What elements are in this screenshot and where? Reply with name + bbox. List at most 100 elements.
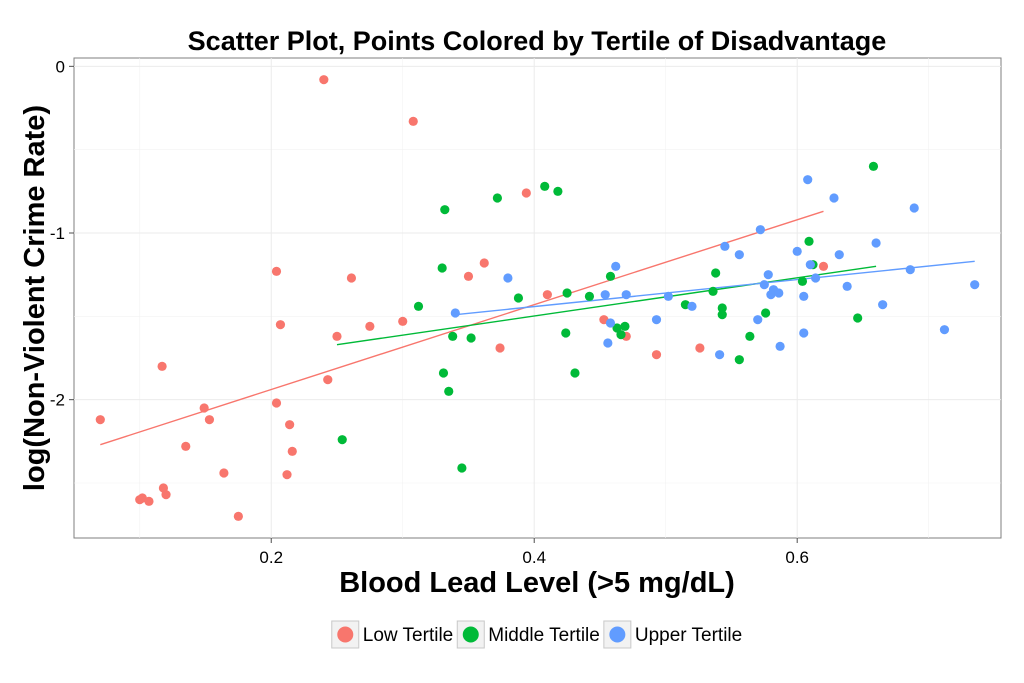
- low-tertile-point: [157, 361, 167, 371]
- legend-label-low-tertile: Low Tertile: [363, 625, 453, 646]
- low-tertile-point: [479, 258, 489, 268]
- x-axis-title: Blood Lead Level (>5 mg/dL): [339, 567, 735, 599]
- middle-tertile-point: [797, 276, 808, 286]
- low-tertile-point: [323, 375, 333, 385]
- middle-tertile-point: [553, 186, 563, 196]
- low-tertile-point: [271, 398, 282, 408]
- low-tertile-point: [818, 261, 829, 271]
- upper-tertile-point: [763, 270, 773, 280]
- middle-tertile-point: [337, 435, 347, 445]
- legend-dot-upper-tertile: [609, 626, 626, 643]
- upper-tertile-point: [775, 341, 785, 351]
- upper-tertile-point: [450, 308, 460, 318]
- middle-tertile-point: [711, 268, 721, 278]
- y-tick-label: -2: [50, 391, 65, 410]
- low-tertile-point: [495, 343, 505, 353]
- upper-tertile-point: [715, 350, 725, 360]
- upper-tertile-point: [759, 280, 769, 290]
- y-axis-title: log(Non-Violent Crime Rate): [19, 105, 51, 491]
- middle-tertile-point: [513, 293, 524, 303]
- x-tick-label: 0.6: [785, 548, 809, 567]
- upper-tertile-point: [753, 315, 763, 325]
- upper-tertile-point: [905, 265, 915, 275]
- low-tertile-point: [204, 415, 215, 425]
- low-tertile-point: [271, 266, 282, 276]
- middle-tertile-point: [745, 331, 755, 341]
- upper-tertile-point: [811, 273, 821, 283]
- middle-tertile-point: [444, 386, 454, 396]
- low-tertile-point: [181, 441, 191, 451]
- middle-tertile-point: [570, 368, 580, 378]
- upper-tertile-point: [774, 288, 784, 298]
- upper-tertile-point: [651, 315, 662, 325]
- upper-tertile-point: [871, 238, 881, 248]
- middle-tertile-point: [708, 286, 718, 296]
- upper-tertile-point: [605, 318, 616, 328]
- upper-tertile-point: [720, 241, 730, 251]
- middle-tertile-point: [448, 331, 458, 341]
- upper-tertile-point: [603, 338, 613, 348]
- upper-tertile-point: [909, 203, 919, 213]
- middle-tertile-point: [734, 355, 744, 365]
- middle-tertile-point: [561, 328, 571, 338]
- upper-tertile-point: [792, 246, 802, 256]
- low-tertile-point: [161, 490, 171, 500]
- grid: [74, 58, 1001, 538]
- plot-panel: [73, 57, 1002, 539]
- legend-key-middle-tertile: [456, 620, 485, 649]
- middle-tertile-point: [717, 303, 727, 313]
- upper-tertile-point: [799, 291, 809, 301]
- middle-tertile-point: [562, 288, 572, 298]
- low-tertile-point: [332, 331, 342, 341]
- middle-tertile-point: [492, 193, 502, 203]
- middle-tertile-point: [438, 368, 449, 378]
- middle-tertile-point: [584, 291, 595, 301]
- upper-tertile-point: [970, 280, 980, 290]
- legend-dot-middle-tertile: [462, 626, 479, 643]
- legend: Low Tertile Middle Tertile Upper Tertile: [331, 620, 742, 649]
- chart-title: Scatter Plot, Points Colored by Tertile …: [188, 26, 887, 56]
- low-tertile-point: [463, 271, 474, 281]
- upper-tertile-point: [611, 261, 621, 271]
- upper-tertile-point: [939, 325, 950, 335]
- upper-tertile-point: [803, 175, 813, 185]
- middle-tertile-point: [612, 323, 622, 333]
- middle-tertile-point: [540, 181, 550, 191]
- middle-tertile-point: [620, 321, 630, 331]
- upper-tertile-point: [878, 300, 888, 310]
- middle-tertile-point: [457, 463, 467, 473]
- y-axis-ticks: 0 -1 -2: [50, 57, 74, 410]
- upper-tertile-point: [663, 291, 673, 301]
- low-tertile-point: [398, 316, 408, 326]
- upper-tertile-point: [503, 273, 513, 283]
- upper-tertile-point: [805, 260, 815, 270]
- low-tertile-point: [287, 446, 297, 456]
- low-tertile-point: [199, 403, 209, 413]
- low-tertile-point: [275, 320, 286, 330]
- low-tertile-point: [346, 273, 357, 283]
- y-tick-label: 0: [56, 57, 65, 76]
- x-tick-label: 0.4: [522, 548, 546, 567]
- middle-tertile-fit-line: [336, 265, 877, 346]
- middle-tertile-point: [868, 161, 879, 171]
- upper-tertile-point: [834, 250, 844, 260]
- middle-tertile-point: [466, 333, 476, 343]
- low-tertile-point: [95, 415, 105, 425]
- low-tertile-point: [219, 468, 229, 478]
- upper-tertile-point: [621, 290, 631, 300]
- low-tertile-point: [695, 343, 705, 353]
- low-tertile-fit-line: [100, 210, 824, 446]
- data-points: [95, 75, 980, 521]
- legend-label-middle-tertile: Middle Tertile: [488, 625, 600, 646]
- low-tertile-point: [521, 188, 531, 198]
- low-tertile-point: [233, 511, 243, 521]
- middle-tertile-point: [605, 271, 616, 281]
- low-tertile-point: [319, 75, 329, 85]
- middle-tertile-point: [717, 310, 727, 320]
- y-tick-label: -1: [50, 224, 65, 243]
- low-tertile-point: [408, 116, 418, 126]
- middle-tertile-point: [437, 263, 447, 273]
- upper-tertile-point: [755, 225, 765, 235]
- legend-label-upper-tertile: Upper Tertile: [635, 625, 742, 646]
